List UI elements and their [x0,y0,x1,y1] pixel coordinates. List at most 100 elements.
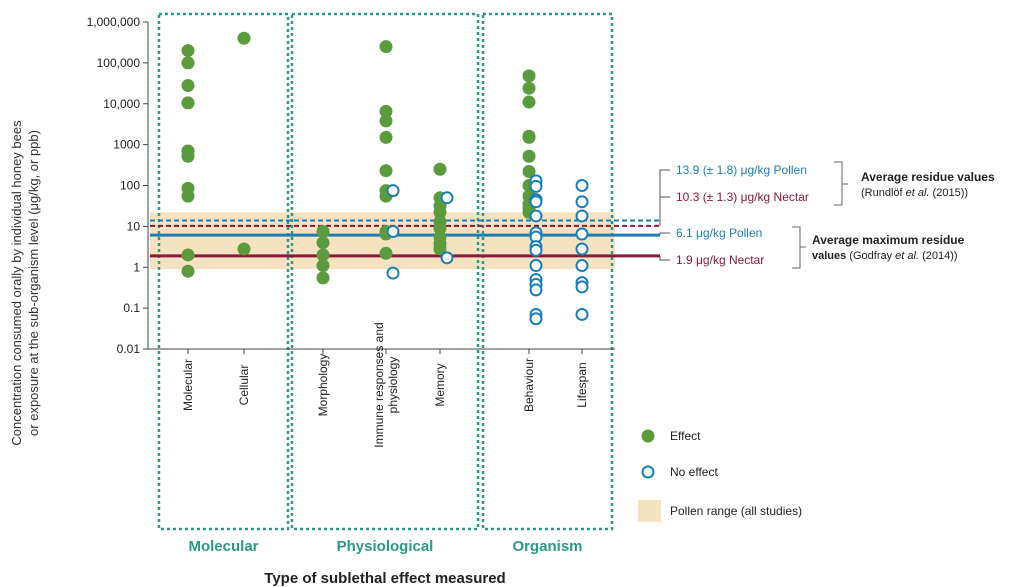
category-label: Lifespan [575,362,589,407]
category-label: Behaviour [522,358,536,412]
point-effect [316,248,330,262]
y-tick-label: 10,000 [103,97,140,111]
legend-no-effect-marker [641,465,655,479]
annotation-connector [659,196,670,226]
point-no-effect [575,307,589,321]
y-tick-label: 0.01 [117,342,141,356]
legend-band-label: Pollen range (all studies) [670,504,802,518]
category-label: physiology [386,357,400,414]
point-effect [379,246,393,260]
category-label: Immune responses and [372,322,386,447]
point-no-effect [575,242,589,256]
y-tick-label: 0.1 [123,301,140,315]
point-no-effect [440,191,454,205]
point-no-effect [386,224,400,238]
legend-no-effect-label: No effect [670,465,718,479]
y-axis: 1,000,000 100,000 10,000 1000 100 10 1 0.1 0.01 [87,15,615,356]
y-axis-title-line1: Concentration consumed orally by individ… [9,120,24,446]
bracket-residue [834,161,848,206]
group-box-physiological [290,12,480,531]
category-label: Molecular [181,359,195,411]
point-no-effect [529,259,543,273]
data-points [181,31,589,326]
annotations: 13.9 (± 1.8) μg/kg Pollen 10.3 (± 1.3) μg… [659,161,995,269]
category-label: Memory [433,363,447,406]
point-no-effect [575,280,589,294]
reference-label: 6.1 μg/kg Pollen [676,226,762,240]
point-effect [316,271,330,285]
point-effect [181,96,195,110]
point-no-effect [575,209,589,223]
point-no-effect [529,209,543,223]
category-labels: Molecular Cellular Morphology Immune respon… [181,322,589,447]
point-effect [237,242,251,256]
point-effect [522,149,536,163]
point-no-effect [575,195,589,209]
point-effect [433,205,447,219]
bracket-source: values (Godfray et al. (2014)) [812,250,958,262]
point-no-effect [386,184,400,198]
point-effect [522,165,536,179]
point-effect [379,40,393,54]
point-effect [379,164,393,178]
point-no-effect [575,259,589,273]
point-effect [181,44,195,58]
axis-titles: Concentration consumed orally by individ… [9,120,506,587]
legend-band-marker [638,500,661,522]
point-no-effect [575,179,589,192]
annotation-connector [659,232,670,236]
group-label-organism: Organism [512,538,582,555]
point-effect [316,224,330,238]
group-label-physiological: Physiological [337,538,434,555]
point-effect [433,242,447,256]
point-effect [181,149,195,163]
group-boxes: Molecular Physiological Organism [157,12,614,555]
point-no-effect [386,266,400,280]
point-effect [181,56,195,70]
reference-label: 13.9 (± 1.8) μg/kg Pollen [676,163,807,177]
x-axis-title: Type of sublethal effect measured [264,570,505,587]
point-no-effect [440,251,454,265]
group-label-molecular: Molecular [188,538,258,555]
point-effect [379,114,393,128]
point-effect [379,130,393,144]
annotation-connector [659,169,670,221]
point-effect [522,130,536,144]
bracket-title: Average maximum residue [812,233,965,247]
group-box-organism [481,12,614,531]
point-effect [522,95,536,109]
reference-lines [150,219,660,258]
y-axis-title-line2: or exposure at the sub-organism level (μ… [26,130,41,436]
category-label: Morphology [316,354,330,417]
bracket-title: Average residue values [861,170,995,184]
legend: Effect No effect Pollen range (all studies… [638,429,802,522]
y-tick-label: 1,000,000 [87,15,141,29]
point-effect [181,248,195,262]
point-effect [181,189,195,203]
point-effect [522,81,536,95]
point-no-effect [575,227,589,241]
point-effect [181,264,195,278]
reference-label: 1.9 μg/kg Nectar [676,253,764,267]
bracket-source: (Rundlöf et al. (2015)) [861,187,968,199]
point-no-effect [529,179,543,193]
point-effect [379,104,393,118]
point-effect [237,31,251,45]
point-effect [433,162,447,176]
legend-effect-marker [641,429,655,443]
point-effect [181,78,195,92]
y-tick-label: 1 [133,260,140,274]
reference-label: 10.3 (± 1.3) μg/kg Nectar [676,190,809,204]
point-no-effect [529,243,543,257]
annotation-connector [659,255,670,261]
y-tick-label: 100,000 [97,56,141,70]
point-effect [316,259,330,273]
category-label: Cellular [237,365,251,406]
point-no-effect [529,312,543,326]
point-effect [522,69,536,83]
point-no-effect [529,283,543,297]
group-box-molecular [157,12,290,531]
y-tick-label: 100 [120,179,140,193]
bracket-max-residue [792,226,806,269]
